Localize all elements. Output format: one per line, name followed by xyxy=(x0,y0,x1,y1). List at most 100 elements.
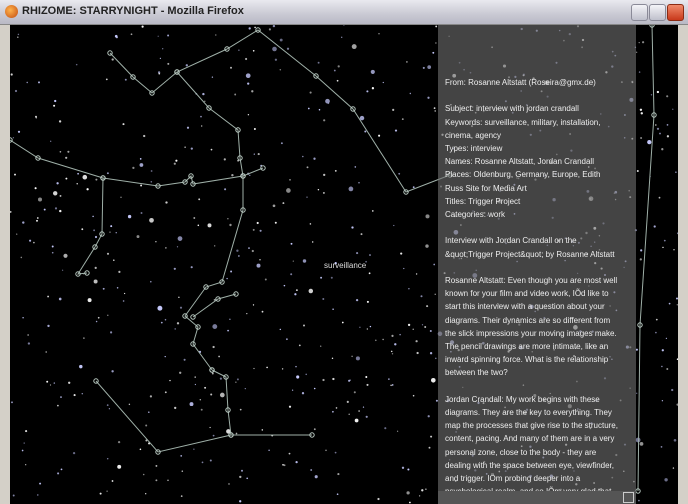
star xyxy=(218,356,220,358)
star xyxy=(371,70,375,74)
star xyxy=(384,427,386,429)
star xyxy=(281,142,283,144)
star xyxy=(355,166,357,168)
star xyxy=(320,277,322,279)
star xyxy=(245,58,247,60)
star xyxy=(13,137,14,138)
star xyxy=(402,118,404,120)
star xyxy=(95,236,97,238)
star xyxy=(419,495,420,496)
star xyxy=(394,343,396,345)
star xyxy=(677,232,678,234)
star xyxy=(323,119,325,121)
star xyxy=(363,406,364,407)
star xyxy=(282,368,283,369)
star xyxy=(425,488,427,490)
minimize-button[interactable] xyxy=(631,4,648,21)
star xyxy=(167,480,169,482)
star xyxy=(120,197,121,198)
star xyxy=(52,252,54,254)
star xyxy=(349,187,354,192)
star xyxy=(661,148,663,150)
starry-night[interactable]: surveillance From: Rosanne Altstatt (Ros… xyxy=(10,25,678,504)
star xyxy=(177,322,179,324)
star xyxy=(73,452,75,454)
star xyxy=(341,37,342,38)
star xyxy=(38,197,42,201)
star xyxy=(307,166,309,168)
star xyxy=(107,172,109,174)
star xyxy=(27,334,28,335)
star xyxy=(416,352,418,354)
star xyxy=(258,153,260,155)
star xyxy=(96,321,98,323)
star xyxy=(406,491,409,494)
star xyxy=(11,401,13,403)
star xyxy=(289,453,291,455)
star xyxy=(299,344,301,346)
app-icon xyxy=(5,5,18,18)
star xyxy=(642,41,644,43)
star xyxy=(95,267,97,269)
star xyxy=(193,449,194,450)
star xyxy=(63,254,67,258)
star xyxy=(174,407,176,409)
star xyxy=(434,107,436,109)
star xyxy=(332,308,333,309)
star xyxy=(415,340,417,342)
star xyxy=(323,192,325,194)
star xyxy=(262,429,264,431)
star xyxy=(229,319,231,321)
star xyxy=(13,495,15,497)
star xyxy=(286,338,288,340)
text-line: dealing with the space between eye, view… xyxy=(445,459,618,472)
star xyxy=(151,181,153,183)
star xyxy=(651,94,652,95)
star xyxy=(342,322,344,324)
star xyxy=(29,240,31,242)
star xyxy=(246,73,251,78)
star xyxy=(314,428,316,430)
star xyxy=(409,502,411,504)
text-line: Subject: interview with jordan crandall xyxy=(445,102,618,115)
close-button[interactable] xyxy=(667,4,684,21)
star xyxy=(195,384,196,385)
star xyxy=(370,326,371,327)
star xyxy=(76,64,78,66)
star xyxy=(407,468,409,470)
star xyxy=(397,431,398,432)
star xyxy=(291,243,293,245)
star xyxy=(37,217,39,219)
star xyxy=(656,319,658,321)
star xyxy=(295,461,297,463)
star xyxy=(110,225,112,227)
star xyxy=(320,346,321,347)
star xyxy=(132,167,134,169)
star xyxy=(112,58,114,60)
panel-footer[interactable] xyxy=(438,491,636,504)
star xyxy=(636,393,637,394)
maximize-button[interactable] xyxy=(649,4,666,21)
star xyxy=(21,257,23,259)
star xyxy=(65,178,67,180)
star xyxy=(425,244,428,247)
star xyxy=(275,59,277,61)
star xyxy=(237,378,239,380)
star xyxy=(430,330,432,332)
star xyxy=(253,304,254,305)
star xyxy=(639,42,640,43)
star xyxy=(76,183,77,184)
star xyxy=(413,329,414,330)
star xyxy=(435,42,436,43)
star xyxy=(432,52,434,54)
star xyxy=(57,405,59,407)
star xyxy=(290,273,292,275)
star xyxy=(318,189,319,190)
star xyxy=(358,182,360,184)
text-panel[interactable]: From: Rosanne Altstatt (Roseira@gmx.de)S… xyxy=(438,25,636,491)
node-label[interactable]: surveillance xyxy=(324,261,366,270)
star xyxy=(435,294,436,295)
star xyxy=(359,327,360,328)
panel-close[interactable] xyxy=(623,492,634,503)
star xyxy=(260,230,262,232)
